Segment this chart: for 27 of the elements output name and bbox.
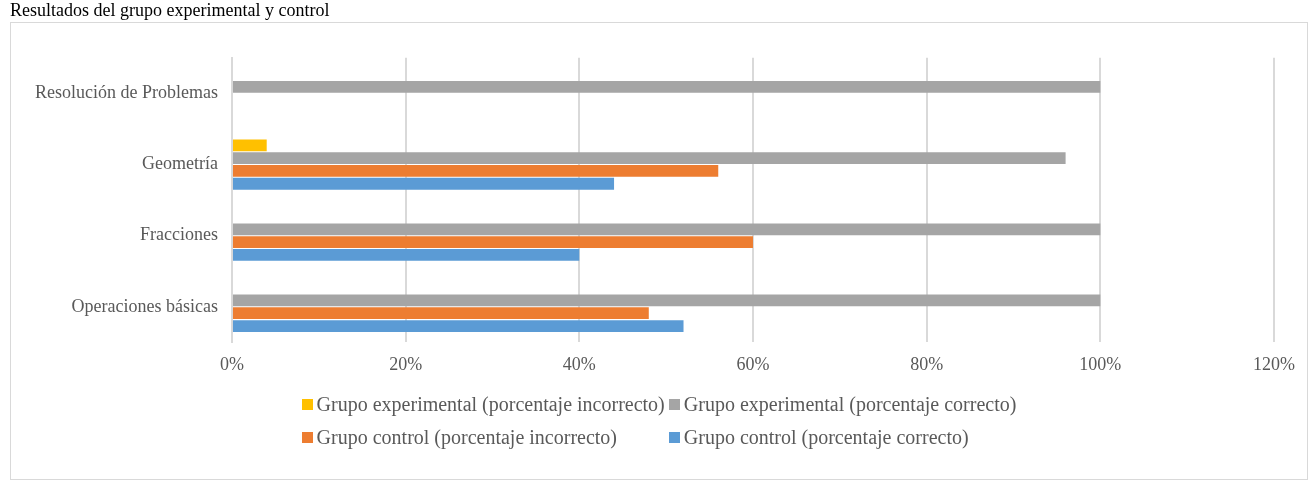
x-tick-label: 60% (736, 353, 770, 374)
bar (232, 248, 580, 261)
bar (232, 139, 267, 152)
bar (232, 152, 1066, 165)
legend-label: Grupo control (porcentaje correcto) (683, 426, 969, 449)
x-tick-label: 20% (389, 353, 423, 374)
bar (232, 236, 753, 248)
bar (232, 81, 1101, 93)
x-tick-label: 40% (562, 353, 596, 374)
bar (232, 177, 615, 190)
legend-label: Grupo experimental (porcentaje incorrecto) (316, 393, 665, 416)
x-tick-label: 0% (219, 353, 244, 374)
x-tick-label: 120% (1253, 353, 1295, 374)
y-tick-label: Geometría (142, 153, 218, 174)
y-tick-label: Resolución de Problemas (34, 82, 218, 103)
y-tick-label: Operaciones básicas (71, 295, 218, 316)
bar (232, 223, 1101, 236)
legend-label: Grupo control (porcentaje incorrecto) (316, 426, 618, 449)
y-tick-label: Fracciones (140, 224, 218, 245)
bar (232, 320, 684, 332)
legend-label: Grupo experimental (porcentaje correcto) (683, 393, 1017, 416)
chart-title: Resultados del grupo experimental y control (10, 0, 330, 20)
bar (232, 165, 719, 177)
x-tick-label: 80% (910, 353, 944, 374)
x-tick-label: 100% (1079, 353, 1122, 374)
bar (232, 294, 1101, 307)
bar (232, 307, 649, 320)
